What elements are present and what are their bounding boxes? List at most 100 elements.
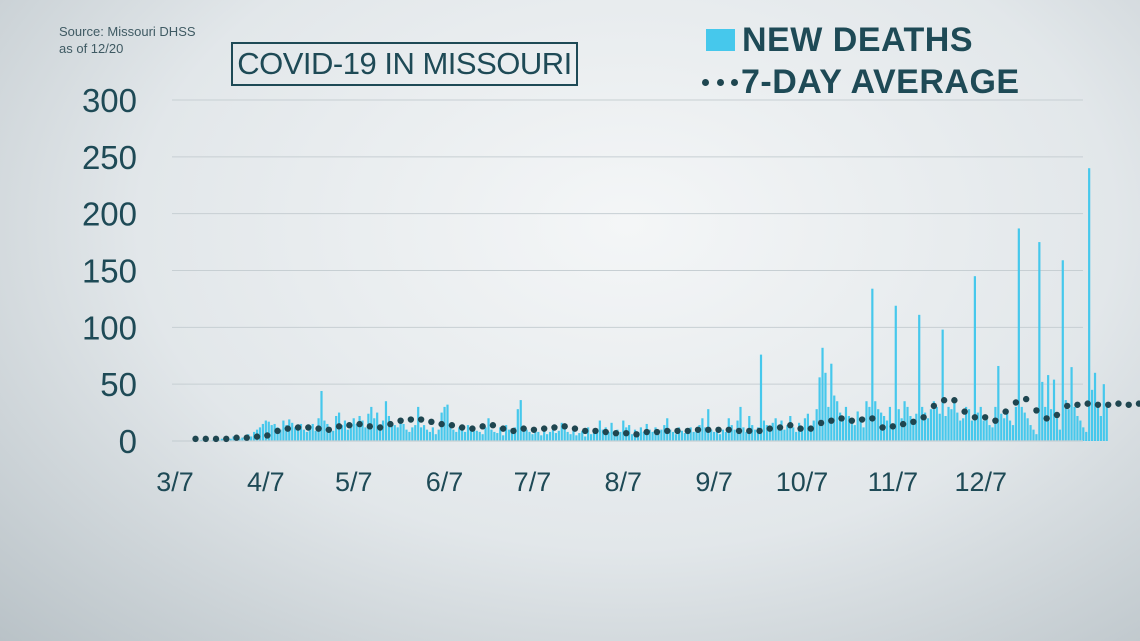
avg-dot bbox=[817, 419, 825, 427]
bar-new-deaths bbox=[1105, 404, 1108, 441]
bar-new-deaths bbox=[513, 427, 516, 441]
bar-new-deaths bbox=[420, 427, 423, 441]
bar-new-deaths bbox=[493, 431, 496, 441]
bar-new-deaths bbox=[592, 429, 596, 441]
avg-dot bbox=[458, 424, 466, 431]
avg-dot bbox=[1022, 395, 1030, 403]
bar-new-deaths bbox=[947, 406, 950, 441]
bar-new-deaths bbox=[466, 425, 470, 441]
avg-dot bbox=[212, 435, 220, 443]
bar-new-deaths bbox=[677, 427, 681, 441]
bar-new-deaths bbox=[414, 425, 417, 441]
x-tick-label: 12/7 bbox=[954, 467, 1007, 497]
bar-new-deaths bbox=[701, 418, 704, 441]
bar-new-deaths bbox=[343, 420, 347, 441]
bar-new-deaths bbox=[434, 434, 437, 441]
bar-new-deaths bbox=[973, 276, 976, 441]
bar-new-deaths bbox=[756, 427, 760, 441]
bar-new-deaths bbox=[672, 431, 675, 441]
bar-new-deaths bbox=[642, 431, 645, 441]
bar-new-deaths bbox=[589, 434, 593, 441]
bar-new-deaths bbox=[1003, 418, 1006, 441]
avg-dot bbox=[1084, 400, 1091, 407]
bar-new-deaths bbox=[1017, 228, 1020, 441]
bar-new-deaths bbox=[660, 429, 663, 441]
avg-dot bbox=[1115, 400, 1122, 407]
avg-dot bbox=[335, 423, 343, 430]
y-tick-label: 50 bbox=[100, 366, 137, 403]
bar-new-deaths bbox=[715, 427, 719, 441]
avg-dot bbox=[1053, 411, 1061, 419]
avg-dot bbox=[1043, 415, 1050, 422]
bar-new-deaths bbox=[610, 422, 613, 441]
bar-new-deaths bbox=[619, 431, 622, 441]
avg-dot bbox=[612, 429, 620, 437]
bar-new-deaths bbox=[988, 425, 991, 441]
bar-new-deaths bbox=[844, 406, 848, 441]
avg-dot bbox=[202, 435, 209, 443]
bar-new-deaths bbox=[953, 401, 956, 441]
bar-new-deaths bbox=[1049, 409, 1053, 441]
legend-dots-marker bbox=[702, 78, 738, 86]
bar-new-deaths bbox=[349, 427, 352, 441]
bar-new-deaths bbox=[733, 429, 736, 441]
bar-new-deaths bbox=[885, 420, 889, 441]
avg-dot bbox=[510, 427, 517, 435]
avg-dot bbox=[1105, 401, 1112, 408]
bar-new-deaths bbox=[941, 329, 944, 441]
bar-new-deaths bbox=[379, 427, 382, 441]
bar-new-deaths bbox=[437, 429, 440, 441]
bar-new-deaths bbox=[944, 415, 947, 441]
avg-dot bbox=[376, 424, 384, 431]
bar-new-deaths bbox=[680, 430, 683, 441]
bar-new-deaths bbox=[308, 428, 311, 441]
bar-new-deaths bbox=[765, 425, 768, 441]
avg-dot bbox=[438, 420, 445, 428]
bar-new-deaths bbox=[314, 430, 317, 441]
bar-new-deaths bbox=[935, 406, 938, 441]
y-tick-label: 200 bbox=[82, 196, 137, 233]
avg-dot bbox=[407, 416, 415, 423]
bar-new-deaths bbox=[613, 434, 616, 441]
avg-dot bbox=[489, 422, 497, 429]
bar-new-deaths bbox=[384, 401, 388, 441]
legend-7-day-average: 7-DAY AVERAGE bbox=[702, 62, 1020, 102]
bar-new-deaths bbox=[1032, 429, 1035, 441]
y-tick-label: 300 bbox=[82, 82, 137, 119]
bar-new-deaths bbox=[648, 429, 651, 441]
bar-new-deaths bbox=[519, 400, 522, 441]
bar-new-deaths bbox=[950, 409, 953, 441]
bar-new-deaths bbox=[771, 422, 774, 441]
bar-new-deaths bbox=[264, 420, 267, 441]
avg-dot bbox=[223, 435, 230, 443]
bar-new-deaths bbox=[827, 406, 830, 441]
bar-new-deaths bbox=[575, 435, 578, 441]
avg-dot bbox=[951, 397, 958, 404]
bar-new-deaths bbox=[900, 418, 903, 441]
bar-new-deaths bbox=[669, 429, 672, 441]
source-note: Source: Missouri DHSS as of 12/20 bbox=[59, 23, 196, 57]
bar-new-deaths bbox=[994, 406, 997, 441]
bar-new-deaths bbox=[657, 434, 660, 441]
bar-new-deaths bbox=[463, 431, 467, 441]
bar-new-deaths bbox=[361, 420, 364, 441]
bar-new-deaths bbox=[967, 409, 971, 441]
avg-dot bbox=[674, 427, 681, 435]
avg-dot bbox=[346, 422, 353, 429]
bar-new-deaths bbox=[320, 390, 323, 441]
bar-new-deaths bbox=[452, 429, 455, 441]
bar-new-deaths bbox=[502, 435, 505, 441]
bar-new-deaths bbox=[1088, 168, 1091, 441]
bar-new-deaths bbox=[651, 431, 654, 441]
bar-new-deaths bbox=[1061, 260, 1064, 441]
avg-dot bbox=[776, 424, 784, 431]
avg-dot bbox=[264, 432, 271, 439]
bar-new-deaths bbox=[285, 425, 288, 441]
bar-new-deaths bbox=[979, 406, 982, 441]
bar-new-deaths bbox=[578, 433, 581, 441]
bar-new-deaths bbox=[1014, 406, 1018, 441]
bar-new-deaths bbox=[267, 421, 270, 441]
bar-new-deaths bbox=[516, 409, 519, 441]
bar-new-deaths bbox=[551, 429, 555, 441]
bar-new-deaths bbox=[962, 418, 965, 441]
